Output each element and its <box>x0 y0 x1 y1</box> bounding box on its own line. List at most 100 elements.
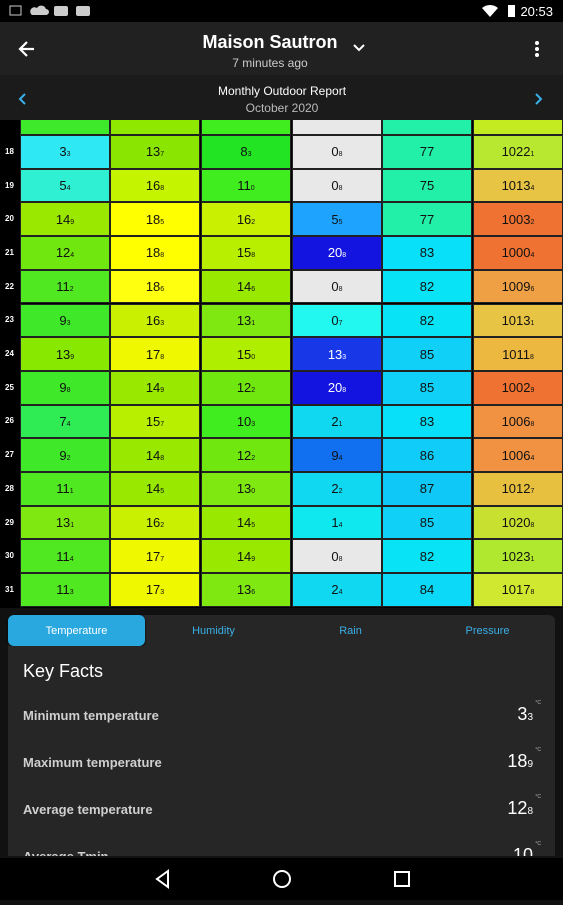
updated: 7 minutes ago <box>232 56 308 70</box>
cell-decimal: 2 <box>66 454 71 462</box>
cell-decimal: 4 <box>66 420 71 428</box>
tab[interactable]: Rain <box>339 624 362 637</box>
cell-value: 1009 <box>501 279 531 295</box>
cell-value: 16 <box>145 178 161 194</box>
cell-value: 13 <box>327 346 343 362</box>
cell-decimal: 1 <box>70 522 75 530</box>
cell: 11 1 <box>20 472 110 506</box>
cell-value: 13 <box>236 582 252 598</box>
nav-back[interactable] <box>155 869 169 889</box>
tab[interactable]: Humidity <box>192 624 235 637</box>
day-label: 18 <box>5 146 14 156</box>
cell-value: 18 <box>145 211 161 227</box>
cell-value: 2 <box>331 413 339 429</box>
cell-value: 0 <box>331 144 339 160</box>
fact-value: 128 <box>507 798 533 819</box>
cell-decimal: 8 <box>342 252 347 260</box>
cell: 13 0 <box>201 472 291 506</box>
cell-decimal: 1 <box>251 319 256 327</box>
cell-value: 16 <box>236 211 252 227</box>
cell-value: 18 <box>145 279 161 295</box>
fact-int: 10 <box>512 845 533 856</box>
cell-value: 9 <box>59 312 67 328</box>
cell-value: 83 <box>419 245 435 261</box>
cell-value: 7 <box>59 413 67 429</box>
dropdown[interactable] <box>353 44 365 52</box>
key-facts: Key Facts Minimum temperature 33 °C Maximum… <box>8 646 555 856</box>
cell-decimal: 3 <box>342 353 347 361</box>
cell-decimal: 6 <box>530 286 535 294</box>
cell: 14 5 <box>201 505 291 540</box>
cell-decimal: 7 <box>160 151 165 159</box>
cell-decimal: 8 <box>530 420 535 428</box>
menu-button[interactable] <box>535 41 539 57</box>
nav-home[interactable] <box>273 870 291 888</box>
cell: 1020 8 <box>473 505 563 540</box>
cell-decimal: 1 <box>338 420 343 428</box>
cell: 87 <box>382 472 472 506</box>
report-period: October 2020 <box>246 101 319 115</box>
tab[interactable]: Temperature <box>8 615 145 646</box>
cell-decimal: 4 <box>338 589 343 597</box>
status-icons: 20:53 <box>9 4 553 19</box>
cell-value: 3 <box>59 144 67 160</box>
day-label: 23 <box>5 315 14 325</box>
fact-label: Average Tmin <box>23 849 109 856</box>
cell: 83 <box>382 404 472 439</box>
fact-label: Minimum temperature <box>23 708 159 723</box>
cell-value: 1020 <box>501 515 531 531</box>
cell-value: 16 <box>145 515 161 531</box>
cell-value: 1006 <box>501 413 531 429</box>
cell-decimal: 5 <box>160 218 165 226</box>
cell-value: 87 <box>419 481 435 497</box>
cell-decimal: 1 <box>530 555 535 563</box>
cell-value: 1023 <box>501 548 531 564</box>
cell-decimal: 8 <box>530 353 534 361</box>
day-label: 28 <box>5 483 14 493</box>
cell: 16 2 <box>110 505 200 540</box>
cell-decimal: 0 <box>251 353 256 361</box>
back-button[interactable] <box>18 41 34 57</box>
cell-decimal: 0 <box>251 488 256 496</box>
cell-value: 13 <box>236 481 252 497</box>
prev-month[interactable] <box>18 93 26 105</box>
cell: 11 0 <box>201 168 291 203</box>
tab[interactable]: Pressure <box>465 624 510 637</box>
cell-decimal: 8 <box>160 252 165 260</box>
cell: 1006 4 <box>473 438 563 472</box>
cell-decimal: 1 <box>69 488 74 496</box>
cell: 16 2 <box>201 202 291 237</box>
cell-decimal: 3 <box>66 151 71 159</box>
cell: 85 <box>382 337 472 371</box>
cell-value: 2 <box>331 582 339 598</box>
fact-label: Maximum temperature <box>23 755 162 770</box>
cell: 17 3 <box>110 573 200 607</box>
icon <box>54 6 68 16</box>
icon <box>76 6 90 16</box>
fact-unit: °C <box>535 747 541 753</box>
next-month[interactable] <box>535 93 543 105</box>
cell-value: 12 <box>236 380 252 396</box>
cell-value: 1002 <box>501 380 531 396</box>
cell-decimal: 3 <box>160 319 165 327</box>
cell: 1013 4 <box>473 168 563 203</box>
cell: 1002 9 <box>473 370 563 405</box>
cell-decimal: 4 <box>338 522 343 530</box>
cell: 14 8 <box>110 438 200 472</box>
day-label: 22 <box>5 281 14 291</box>
cell-value: 0 <box>331 279 339 295</box>
cell-decimal: 9 <box>70 218 75 226</box>
status-bar: 20:53 <box>0 0 563 22</box>
cell: 18 5 <box>110 202 200 237</box>
cell-value: 83 <box>419 413 435 429</box>
cell-decimal: 8 <box>342 387 347 395</box>
cell-value: 11 <box>237 178 251 194</box>
nav-recent[interactable] <box>394 871 410 887</box>
cell-decimal: 1 <box>530 151 535 159</box>
cell-decimal: 2 <box>160 522 165 530</box>
